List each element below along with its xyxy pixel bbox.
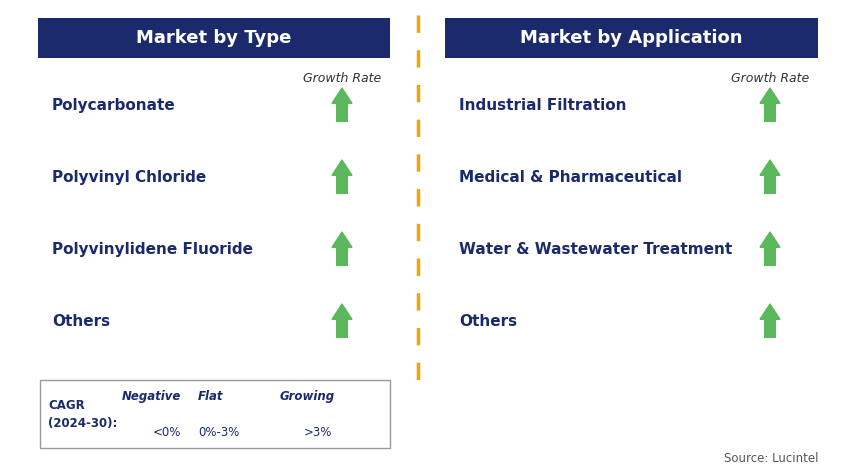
Text: Others: Others xyxy=(459,313,517,328)
Polygon shape xyxy=(250,405,262,423)
Polygon shape xyxy=(340,400,356,412)
Polygon shape xyxy=(332,304,352,319)
Text: >3%: >3% xyxy=(304,425,333,438)
FancyBboxPatch shape xyxy=(336,103,348,122)
Text: Growth Rate: Growth Rate xyxy=(303,72,381,85)
FancyBboxPatch shape xyxy=(764,319,775,338)
Text: Medical & Pharmaceutical: Medical & Pharmaceutical xyxy=(459,170,682,185)
Text: 0%-3%: 0%-3% xyxy=(198,425,239,438)
Polygon shape xyxy=(332,88,352,103)
Text: Polyvinylidene Fluoride: Polyvinylidene Fluoride xyxy=(52,241,253,257)
Polygon shape xyxy=(332,160,352,175)
FancyBboxPatch shape xyxy=(764,103,775,122)
FancyBboxPatch shape xyxy=(445,18,818,58)
Polygon shape xyxy=(760,88,780,103)
FancyBboxPatch shape xyxy=(336,175,348,194)
FancyBboxPatch shape xyxy=(38,18,390,58)
Text: Negative: Negative xyxy=(122,390,181,403)
Polygon shape xyxy=(332,232,352,247)
Text: Polycarbonate: Polycarbonate xyxy=(52,98,176,113)
Text: <0%: <0% xyxy=(153,425,181,438)
FancyBboxPatch shape xyxy=(336,247,348,266)
Text: Flat: Flat xyxy=(198,390,223,403)
Text: Water & Wastewater Treatment: Water & Wastewater Treatment xyxy=(459,241,732,257)
FancyBboxPatch shape xyxy=(764,247,775,266)
FancyBboxPatch shape xyxy=(232,409,250,419)
Text: Market by Application: Market by Application xyxy=(520,29,743,47)
Text: Growing: Growing xyxy=(280,390,335,403)
Text: Polyvinyl Chloride: Polyvinyl Chloride xyxy=(52,170,206,185)
Polygon shape xyxy=(760,304,780,319)
FancyBboxPatch shape xyxy=(336,319,348,338)
FancyBboxPatch shape xyxy=(40,380,390,448)
Polygon shape xyxy=(169,415,185,428)
Text: Industrial Filtration: Industrial Filtration xyxy=(459,98,627,113)
FancyBboxPatch shape xyxy=(173,400,181,415)
Polygon shape xyxy=(760,232,780,247)
Text: Market by Type: Market by Type xyxy=(136,29,292,47)
FancyBboxPatch shape xyxy=(344,412,352,428)
Text: Source: Lucintel: Source: Lucintel xyxy=(723,452,818,465)
Text: Others: Others xyxy=(52,313,110,328)
Polygon shape xyxy=(760,160,780,175)
FancyBboxPatch shape xyxy=(764,175,775,194)
Text: CAGR
(2024-30):: CAGR (2024-30): xyxy=(48,399,117,430)
Text: Growth Rate: Growth Rate xyxy=(731,72,809,85)
